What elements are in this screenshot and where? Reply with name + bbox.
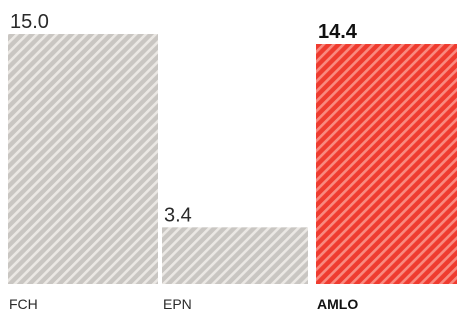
value-label-fch: 15.0 xyxy=(10,11,49,33)
category-label-epn: EPN xyxy=(163,296,192,312)
bar-epn xyxy=(162,227,308,284)
category-labels-group: FCH EPN AMLO xyxy=(9,296,358,312)
value-label-amlo: 14.4 xyxy=(318,21,358,43)
bar-fch xyxy=(8,34,158,284)
category-label-amlo: AMLO xyxy=(317,296,358,312)
bars-group xyxy=(8,34,457,284)
value-label-epn: 3.4 xyxy=(164,204,192,226)
bar-amlo xyxy=(316,44,457,284)
value-labels-group: 15.0 3.4 14.4 xyxy=(10,11,358,226)
category-label-fch: FCH xyxy=(9,296,38,312)
